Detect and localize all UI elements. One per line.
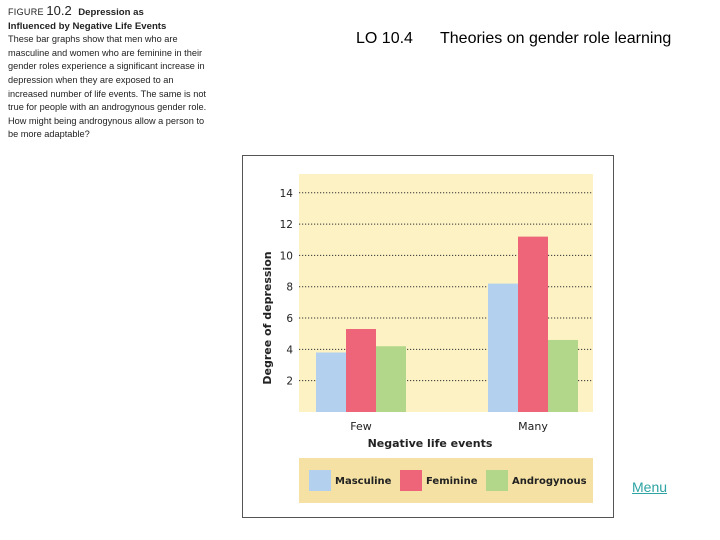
legend-label-feminine: Feminine bbox=[426, 476, 478, 487]
bar-chart: 2 4 6 8 10 12 14 Few Many Negative life events Deg… bbox=[261, 174, 593, 503]
learning-objective-code: LO 10.4 bbox=[356, 30, 413, 47]
x-category-label-many: Many bbox=[518, 420, 548, 433]
y-tick-label-8: 8 bbox=[286, 282, 293, 294]
menu-link[interactable]: Menu bbox=[632, 479, 668, 495]
bar-androgynous-many bbox=[548, 339, 578, 412]
y-tick-label-4: 4 bbox=[286, 344, 293, 356]
learning-objective-title: Theories on gender role learning bbox=[440, 30, 672, 47]
bar-feminine-few bbox=[346, 329, 376, 412]
legend-box bbox=[299, 458, 593, 503]
legend-swatch-masculine bbox=[309, 470, 331, 491]
y-tick-label-14: 14 bbox=[280, 188, 294, 200]
figure-label: FIGURE bbox=[8, 7, 44, 17]
figure-caption-body: These bar graphs show that men who are m… bbox=[8, 34, 207, 140]
x-axis-title: Negative life events bbox=[368, 437, 493, 450]
legend-label-androgynous: Androgynous bbox=[512, 476, 587, 487]
legend-swatch-feminine bbox=[400, 470, 422, 491]
y-tick-label-6: 6 bbox=[286, 313, 293, 325]
y-tick-label-10: 10 bbox=[280, 250, 293, 262]
figure-title-line2: Influenced by Negative Life Events bbox=[8, 20, 167, 32]
legend-label-masculine: Masculine bbox=[335, 476, 392, 487]
figure-number: 10.2 bbox=[46, 3, 72, 18]
bar-masculine-many bbox=[488, 283, 518, 412]
bar-feminine-many bbox=[518, 236, 548, 412]
chart-frame: 2 4 6 8 10 12 14 Few Many Negative life events Deg… bbox=[242, 155, 614, 518]
y-axis-title: Degree of depression bbox=[261, 251, 274, 384]
figure-caption: FIGURE 10.2 Depression as Influenced by … bbox=[8, 4, 213, 142]
y-tick-label-12: 12 bbox=[280, 219, 293, 231]
x-category-label-few: Few bbox=[350, 420, 372, 433]
legend-swatch-androgynous bbox=[486, 470, 508, 491]
bar-androgynous-few bbox=[376, 346, 406, 412]
y-tick-label-2: 2 bbox=[286, 376, 293, 388]
bar-masculine-few bbox=[316, 352, 346, 412]
figure-title-line1: Depression as bbox=[78, 7, 144, 18]
